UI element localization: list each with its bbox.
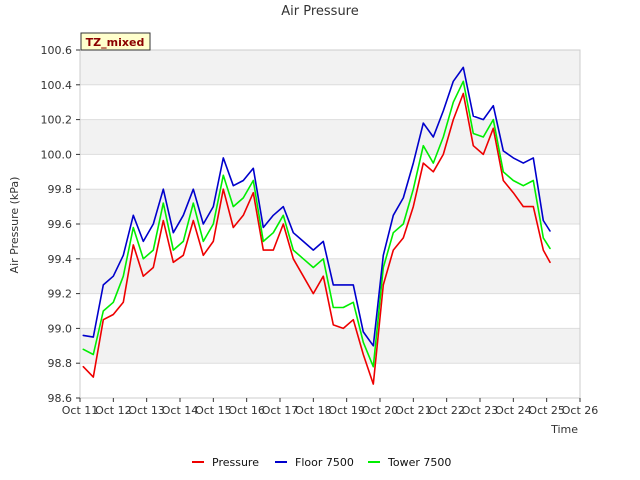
x-tick-label: Oct 12	[95, 404, 132, 417]
background-band	[80, 328, 580, 364]
x-tick-label: Oct 26	[562, 404, 599, 417]
x-tick-label: Oct 22	[428, 404, 465, 417]
x-tick-label: Oct 16	[228, 404, 265, 417]
legend-label: Pressure	[212, 456, 259, 469]
y-tick-label: 99.0	[48, 322, 73, 335]
y-tick-label: 99.6	[48, 218, 73, 231]
y-tick-label: 98.6	[48, 392, 73, 405]
y-tick-label: 98.8	[48, 357, 73, 370]
series-line-tower-7500	[82, 80, 551, 368]
background-band	[80, 363, 580, 398]
chart-title: Air Pressure	[281, 4, 359, 19]
y-tick-label: 100.6	[41, 44, 73, 57]
y-axis-title: Air Pressure (kPa)	[8, 177, 21, 274]
x-tick-label: Oct 21	[395, 404, 432, 417]
series-lines	[82, 66, 551, 385]
x-tick-label: Oct 23	[462, 404, 499, 417]
y-tick-label: 99.2	[48, 288, 73, 301]
x-tick-label: Oct 25	[528, 404, 565, 417]
y-tick-label: 100.2	[41, 114, 73, 127]
y-tick-label: 99.4	[48, 253, 73, 266]
plot-background-bands	[80, 50, 580, 398]
x-tick-label: Oct 20	[362, 404, 399, 417]
background-band	[80, 84, 580, 120]
y-axis-ticks: 98.6 98.8 99.0 99.2 99.4 99.6 99.8 100.0 100.2 10…	[41, 44, 80, 405]
x-tick-label: Oct 14	[162, 404, 199, 417]
x-tick-label: Oct 11	[62, 404, 99, 417]
x-tick-label: Oct 19	[328, 404, 365, 417]
x-axis-title: Time	[550, 423, 578, 436]
x-tick-label: Oct 18	[295, 404, 332, 417]
series-line-floor-7500	[82, 66, 551, 347]
x-tick-label: Oct 24	[495, 404, 532, 417]
x-tick-label: Oct 15	[195, 404, 232, 417]
legend: Pressure Floor 7500 Tower 7500	[192, 456, 451, 469]
y-tick-label: 100.4	[41, 79, 73, 92]
x-tick-label: Oct 13	[128, 404, 165, 417]
y-tick-label: 99.8	[48, 183, 73, 196]
background-band	[80, 119, 580, 155]
x-tick-label: Oct 17	[262, 404, 299, 417]
tag-background	[80, 32, 151, 51]
background-band	[80, 154, 580, 190]
legend-label: Tower 7500	[387, 456, 451, 469]
tag-label: TZ_mixed	[86, 36, 145, 49]
series-line-pressure	[82, 92, 551, 385]
background-band	[80, 50, 580, 85]
y-tick-label: 100.0	[41, 148, 73, 161]
background-band	[80, 224, 580, 259]
legend-label: Floor 7500	[295, 456, 354, 469]
tz-mixed-tag: TZ_mixed	[80, 32, 151, 51]
